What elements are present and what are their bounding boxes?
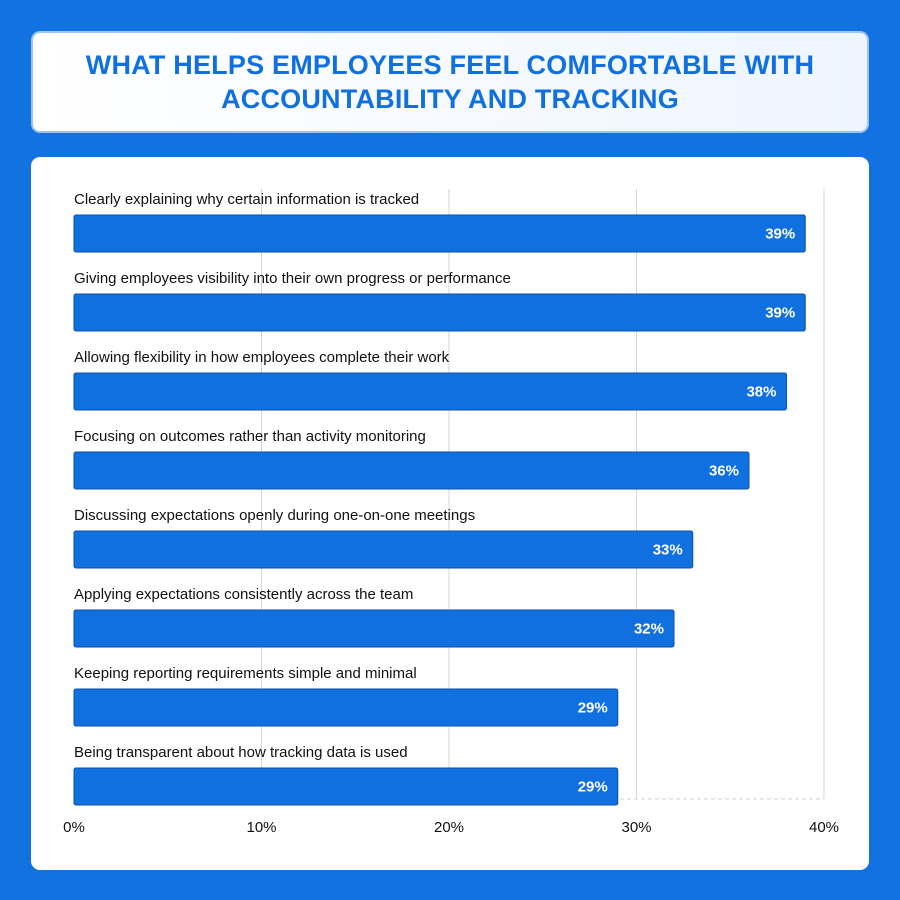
chart-panel: Clearly explaining why certain informati… [31, 157, 869, 870]
tick-label-3: 30% [621, 819, 651, 836]
tick-label-0: 0% [63, 819, 85, 836]
value-label-0: 39% [765, 226, 795, 243]
title-box: WHAT HELPS EMPLOYEES FEEL COMFORTABLE WI… [31, 31, 869, 133]
category-label-6: Keeping reporting requirements simple an… [74, 665, 417, 682]
bar-0 [73, 214, 806, 253]
category-label-7: Being transparent about how tracking dat… [74, 744, 408, 761]
bar-5 [73, 609, 675, 648]
bar-6 [73, 688, 619, 727]
category-label-4: Discussing expectations openly during on… [74, 507, 475, 524]
value-label-5: 32% [634, 621, 664, 638]
category-label-1: Giving employees visibility into their o… [74, 270, 511, 287]
bar-chart: Clearly explaining why certain informati… [63, 189, 839, 836]
bar-2 [73, 372, 787, 411]
bar-4 [73, 530, 694, 569]
bar-1 [73, 293, 806, 332]
value-label-1: 39% [765, 305, 795, 322]
value-label-3: 36% [709, 463, 739, 480]
tick-label-2: 20% [434, 819, 464, 836]
bar-7 [73, 767, 619, 806]
chart-title: WHAT HELPS EMPLOYEES FEEL COMFORTABLE WI… [85, 50, 815, 114]
tick-label-1: 10% [246, 819, 276, 836]
value-label-6: 29% [578, 700, 608, 717]
category-label-5: Applying expectations consistently acros… [74, 586, 413, 603]
value-label-7: 29% [578, 779, 608, 796]
category-label-3: Focusing on outcomes rather than activit… [74, 428, 426, 445]
category-label-2: Allowing flexibility in how employees co… [74, 349, 450, 366]
tick-label-4: 40% [809, 819, 839, 836]
category-label-0: Clearly explaining why certain informati… [74, 191, 419, 208]
value-label-2: 38% [746, 384, 776, 401]
value-label-4: 33% [653, 542, 683, 559]
bar-3 [73, 451, 750, 490]
